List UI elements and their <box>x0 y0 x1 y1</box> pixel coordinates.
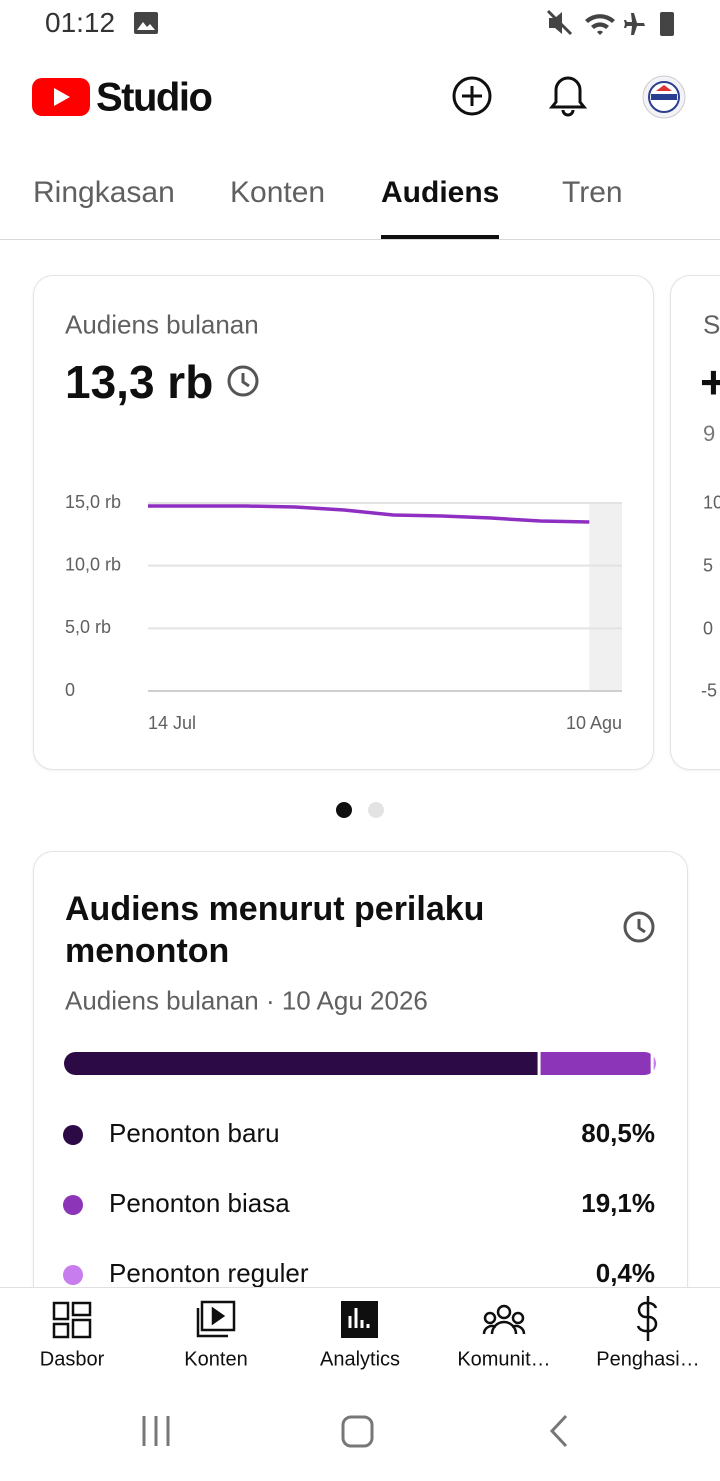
nav-item[interactable]: Analytics <box>319 1348 401 1371</box>
clock-icon <box>623 911 655 943</box>
peek-label: S <box>703 309 720 340</box>
y-tick-label: 15,0 rb <box>65 492 121 512</box>
app-title: Studio <box>96 75 213 120</box>
legend-label: Penonton biasa <box>109 1188 290 1218</box>
pager-dots <box>336 802 384 818</box>
value-label: 19,1% <box>581 1188 655 1218</box>
peek-value: + <box>700 356 720 408</box>
value-label: 0,4% <box>596 1258 655 1288</box>
tab[interactable]: Konten <box>230 176 326 209</box>
next-card[interactable] <box>670 275 720 770</box>
current-period-shade <box>589 503 622 691</box>
legend-label: Penonton reguler <box>109 1258 309 1288</box>
line <box>148 504 590 524</box>
card-value: 13,3 rb <box>65 356 214 408</box>
x-tick-label: 10 Agu <box>566 713 622 733</box>
tab-indicator <box>381 235 499 239</box>
peek-tick: 5 <box>703 555 714 576</box>
tab[interactable]: Tren <box>562 176 623 209</box>
nav-item[interactable]: Konten <box>184 1348 248 1371</box>
peek-tick: 10 <box>703 492 720 513</box>
notifications-button[interactable] <box>546 72 590 120</box>
y-tick-label: 10,0 rb <box>65 554 121 574</box>
bar-segment <box>64 1052 538 1075</box>
divider <box>0 239 720 240</box>
bar-segment <box>653 1052 656 1075</box>
y-tick-label: 5,0 rb <box>65 617 111 637</box>
value-label: 80,5% <box>581 1118 655 1148</box>
peek-subtitle: 9 <box>703 421 716 446</box>
status-image-icon <box>134 12 158 34</box>
youtube-logo <box>32 78 90 116</box>
legend-marker <box>63 1125 83 1145</box>
y-tick-label: 0 <box>65 680 75 700</box>
tab[interactable]: Ringkasan <box>33 176 175 209</box>
nav-icons <box>52 1296 658 1448</box>
peek-tick: 0 <box>703 618 714 639</box>
status-time: 01:12 <box>45 7 116 38</box>
card-label: Audiens bulanan <box>65 309 259 340</box>
legend-label: Penonton baru <box>109 1118 280 1148</box>
status-icons <box>546 9 674 36</box>
stacked-bar <box>64 1052 656 1075</box>
behavior-card <box>33 851 688 1373</box>
clock-icon <box>227 365 259 397</box>
nav-item[interactable]: Komunit… <box>457 1348 551 1371</box>
account-avatar[interactable] <box>642 75 686 119</box>
legend-marker <box>63 1195 83 1215</box>
peek-tick: -5 <box>701 680 718 701</box>
nav-item[interactable]: Penghasi… <box>596 1348 700 1371</box>
bottom-nav: Dasbor Konten Analytics Komunit… Penghas… <box>0 1287 720 1481</box>
legend-marker <box>63 1265 83 1285</box>
create-button[interactable] <box>450 74 494 118</box>
x-tick-label: 14 Jul <box>148 713 196 733</box>
bar-segment <box>540 1052 651 1075</box>
card-subtitle: Audiens bulanan · 10 Agu 2026 <box>65 985 428 1016</box>
nav-item[interactable]: Dasbor <box>39 1348 105 1371</box>
tab[interactable]: Audiens <box>381 176 500 209</box>
card-title: Audiens menurut perilaku menonton <box>65 890 485 970</box>
